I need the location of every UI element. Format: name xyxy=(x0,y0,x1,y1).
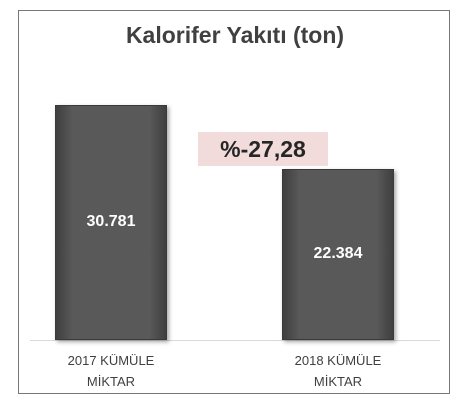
value-label: 22.384 xyxy=(313,244,363,262)
x-tick-label: 2018 KÜMÜLE MİKTAR xyxy=(294,353,382,389)
bar xyxy=(55,105,167,340)
bar xyxy=(282,169,394,340)
value-label: 30.781 xyxy=(86,212,136,230)
chart-frame xyxy=(18,10,450,394)
baseline xyxy=(30,340,440,341)
annotation: %-27,28 xyxy=(198,132,328,166)
x-tick-label: 2017 KÜMÜLE MİKTAR xyxy=(67,353,155,389)
chart-title: Kalorifer Yakıtı (ton) xyxy=(125,22,345,48)
